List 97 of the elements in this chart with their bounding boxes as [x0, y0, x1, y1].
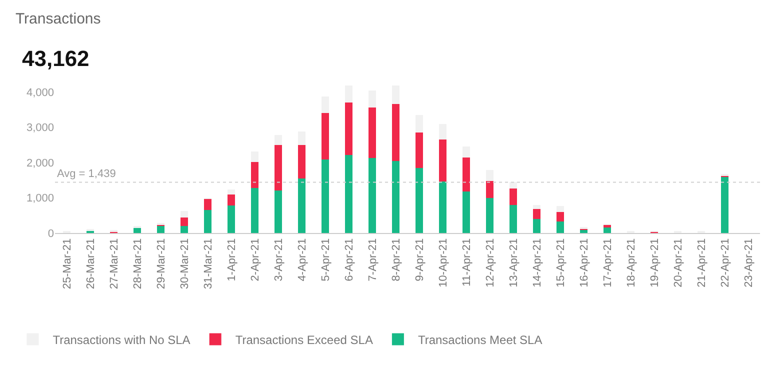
x-tick-label: 27-Mar-21: [108, 238, 120, 290]
legend-label: Transactions Exceed SLA: [235, 332, 373, 347]
bar: [368, 90, 376, 108]
x-tick-label: 11-Apr-21: [460, 238, 473, 287]
bar: [486, 170, 494, 182]
ref-line-label: Avg = 1,439: [57, 168, 116, 180]
x-tick-label: 22-Apr-21: [719, 238, 732, 288]
x-tick-label: 18-Apr-21: [625, 238, 638, 288]
x-tick-label: 12-Apr-21: [484, 238, 496, 288]
bar: [604, 228, 611, 233]
bar: [251, 162, 258, 188]
x-tick-label: 26-Mar-21: [84, 238, 97, 290]
bar: [345, 102, 352, 155]
bar: [298, 144, 306, 179]
x-tick-label: 25-Mar-21: [61, 238, 74, 290]
x-tick-label: 10-Apr-21: [437, 238, 450, 288]
bar: [322, 159, 329, 233]
bar: [274, 190, 282, 233]
bar: [180, 211, 188, 218]
bar: [533, 218, 540, 233]
bar: [462, 158, 470, 192]
y-tick-label: 1,000: [26, 192, 54, 205]
bar: [274, 144, 282, 191]
chart-title: Transactions: [15, 10, 101, 28]
y-tick-label: 2,000: [26, 157, 54, 170]
bar: [416, 168, 423, 233]
bar: [180, 226, 188, 233]
chart-subtitle: 43,162: [22, 46, 90, 71]
bar: [533, 205, 540, 210]
bar: [439, 124, 446, 140]
x-tick-label: 13-Apr-21: [508, 238, 520, 288]
bar: [345, 154, 352, 233]
x-tick-label: 5-Apr-21: [320, 238, 332, 282]
bar: [416, 114, 423, 133]
bar: [274, 135, 282, 145]
bar: [392, 104, 400, 162]
bar: [462, 146, 470, 158]
bar: [510, 204, 517, 233]
bar: [604, 224, 611, 228]
bar: [556, 222, 564, 233]
bar: [322, 96, 329, 114]
bar: [298, 178, 306, 233]
bar: [416, 132, 423, 168]
legend-label: Transactions Meet SLA: [418, 332, 542, 347]
x-tick-label: 7-Apr-21: [366, 238, 379, 282]
bar: [439, 140, 446, 182]
x-tick-label: 30-Mar-21: [178, 238, 191, 290]
bar: [251, 188, 258, 233]
x-tick-label: 19-Apr-21: [648, 238, 661, 288]
bar: [486, 181, 494, 198]
bar: [251, 151, 258, 162]
bar: [228, 194, 235, 206]
bar: [157, 226, 164, 233]
bar: [486, 198, 494, 233]
x-tick-label: 6-Apr-21: [343, 238, 356, 282]
x-tick-label: 4-Apr-21: [296, 238, 308, 282]
bar: [392, 85, 400, 104]
y-tick-label: 4,000: [26, 86, 54, 99]
bar: [721, 176, 728, 233]
x-tick-label: 31-Mar-21: [202, 238, 214, 290]
x-tick-label: 1-Apr-21: [226, 238, 238, 282]
bar: [368, 158, 376, 233]
bar: [510, 188, 517, 205]
x-tick-label: 29-Mar-21: [155, 238, 168, 290]
x-tick-label: 15-Apr-21: [554, 238, 567, 288]
bar: [510, 182, 517, 188]
bar: [180, 218, 188, 226]
bar: [533, 209, 540, 219]
bar: [322, 113, 329, 160]
x-tick-label: 3-Apr-21: [272, 238, 285, 282]
x-tick-label: 9-Apr-21: [414, 238, 426, 282]
bar: [439, 182, 446, 233]
x-tick-label: 17-Apr-21: [602, 238, 614, 288]
bar: [462, 191, 470, 233]
bar: [204, 210, 212, 233]
bar: [556, 206, 564, 212]
bar: [228, 190, 235, 195]
bar: [392, 161, 400, 233]
bar: [298, 132, 306, 145]
x-tick-label: 8-Apr-21: [390, 238, 402, 282]
bar: [580, 229, 588, 233]
x-tick-label: 28-Mar-21: [132, 238, 144, 290]
y-tick-label: 0: [48, 228, 54, 240]
bar: [368, 108, 376, 158]
x-tick-label: 2-Apr-21: [249, 238, 262, 282]
x-tick-label: 21-Apr-21: [696, 238, 708, 288]
bar: [556, 212, 564, 222]
x-tick-label: 16-Apr-21: [578, 238, 590, 288]
bar: [228, 206, 235, 233]
bar: [134, 228, 141, 233]
y-tick-label: 3,000: [26, 122, 54, 134]
x-tick-label: 23-Apr-21: [742, 238, 755, 288]
bar: [204, 198, 212, 210]
x-tick-label: 14-Apr-21: [531, 238, 544, 288]
bar: [345, 85, 352, 102]
legend-label: Transactions with No SLA: [52, 332, 190, 347]
x-tick-label: 20-Apr-21: [672, 238, 684, 288]
